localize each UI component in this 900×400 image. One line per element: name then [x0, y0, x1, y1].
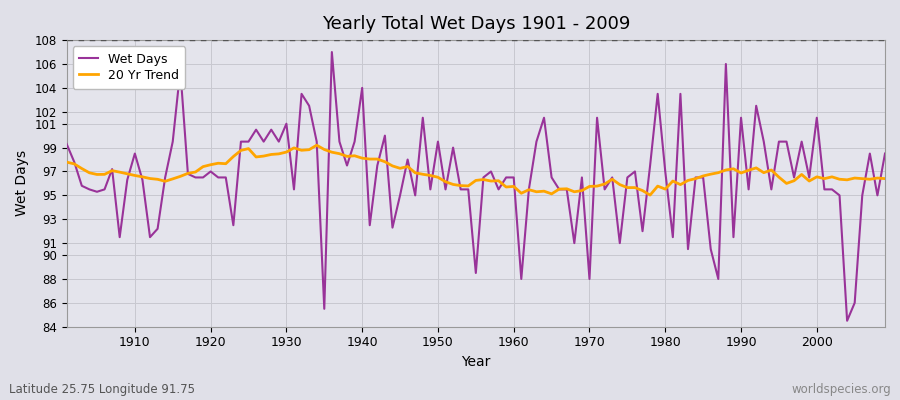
20 Yr Trend — [289, 146, 300, 150]
Line: 20 Yr Trend: 20 Yr Trend — [67, 145, 885, 195]
Text: Latitude 25.75 Longitude 91.75: Latitude 25.75 Longitude 91.75 — [9, 383, 195, 396]
20 Yr Trend — [122, 172, 132, 176]
20 Yr Trend — [607, 177, 617, 182]
20 Yr Trend — [61, 160, 72, 164]
20 Yr Trend — [311, 143, 322, 148]
Wet Days — [289, 187, 300, 192]
Wet Days — [61, 142, 72, 146]
Text: worldspecies.org: worldspecies.org — [791, 383, 891, 396]
Legend: Wet Days, 20 Yr Trend: Wet Days, 20 Yr Trend — [73, 46, 185, 89]
Line: Wet Days: Wet Days — [67, 52, 885, 321]
Wet Days — [842, 318, 852, 323]
20 Yr Trend — [644, 193, 655, 198]
Wet Days — [342, 163, 353, 168]
Wet Days — [607, 175, 617, 180]
Wet Days — [508, 175, 519, 180]
X-axis label: Year: Year — [461, 355, 491, 369]
20 Yr Trend — [508, 184, 519, 189]
20 Yr Trend — [879, 176, 890, 181]
Wet Days — [327, 50, 338, 54]
Wet Days — [516, 276, 526, 281]
20 Yr Trend — [516, 191, 526, 196]
Y-axis label: Wet Days: Wet Days — [15, 150, 29, 216]
20 Yr Trend — [342, 154, 353, 159]
Title: Yearly Total Wet Days 1901 - 2009: Yearly Total Wet Days 1901 - 2009 — [321, 15, 630, 33]
Wet Days — [122, 178, 132, 182]
Wet Days — [879, 151, 890, 156]
